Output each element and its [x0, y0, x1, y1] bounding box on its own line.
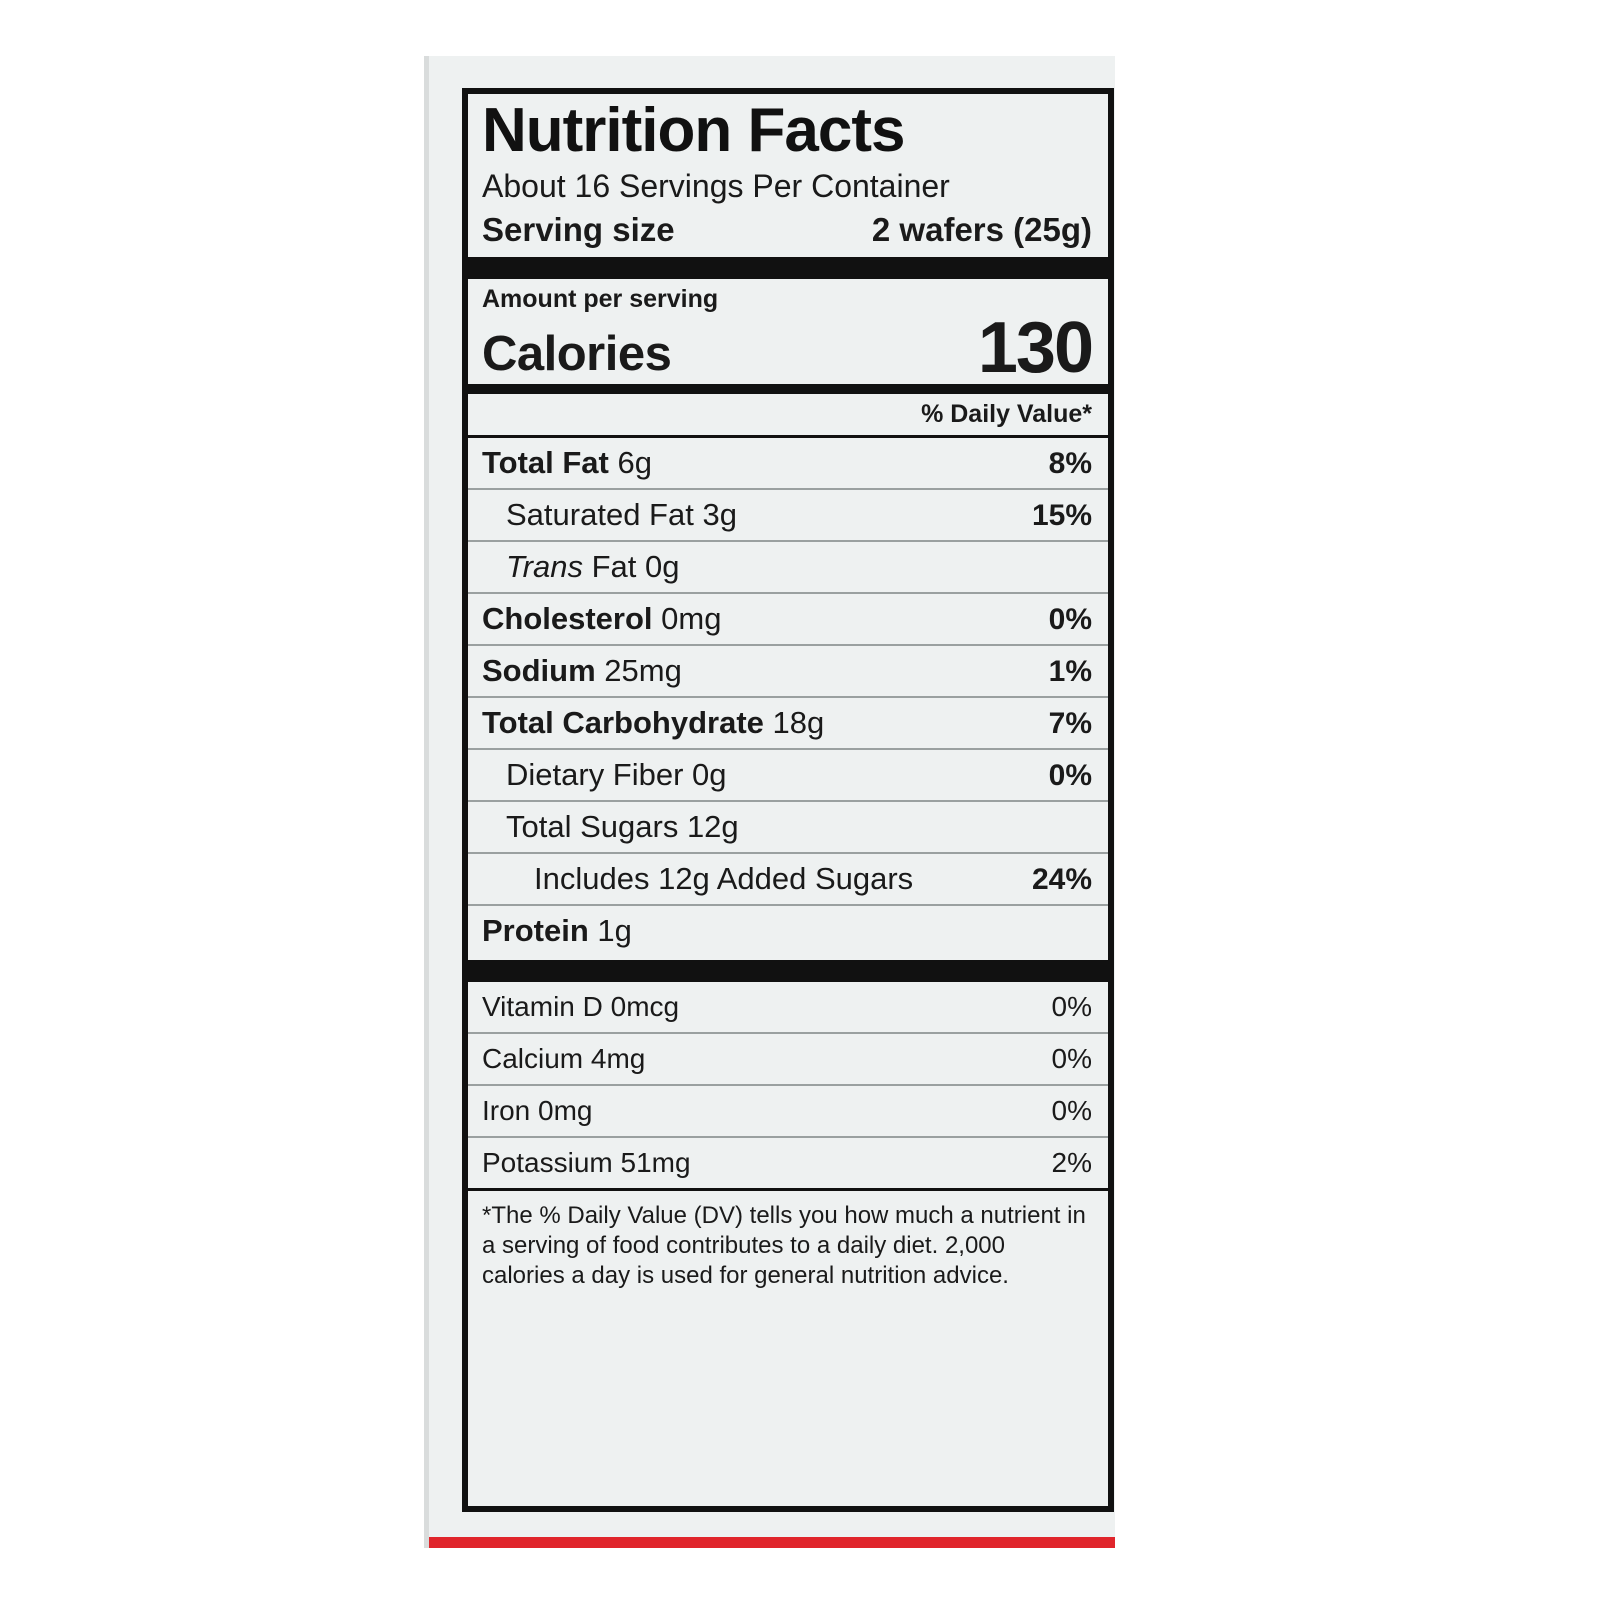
nutrient-row: Cholesterol 0mg 0%	[478, 594, 1098, 644]
nutrient-amount: 1g	[588, 913, 632, 949]
nutrient-name: Includes 12g Added Sugars	[534, 861, 914, 897]
vitamin-row: Vitamin D 0mcg 0%	[478, 982, 1098, 1032]
nutrient-name: Protein 1g	[482, 913, 632, 949]
panel-edge-shadow	[424, 56, 430, 1548]
calories-value: 130	[977, 308, 1094, 388]
vitamin-name: Iron 0mg	[482, 1095, 593, 1127]
serving-size-row: Serving size 2 wafers (25g)	[478, 205, 1098, 253]
nutrient-name: Total Carbohydrate 18g	[482, 705, 825, 741]
nutrient-name: Total Sugars 12g	[506, 809, 739, 845]
nutrient-amount: 0mg	[652, 601, 722, 637]
divider-medium-calories	[468, 384, 1108, 395]
nutrient-row: Dietary Fiber 0g 0%	[478, 750, 1098, 800]
nutrient-row: Includes 12g Added Sugars 24%	[478, 854, 1098, 904]
vitamin-daily-value: 0%	[1051, 1095, 1092, 1127]
nutrient-amount: 3g	[693, 497, 737, 533]
nutrient-list: Total Fat 6g 8% Saturated Fat 3g 15% Trans F…	[468, 438, 1108, 956]
nutrient-row: Protein 1g	[478, 906, 1098, 956]
vitamin-row: Calcium 4mg 0%	[478, 1034, 1098, 1084]
nutrient-row: Total Carbohydrate 18g 7%	[478, 698, 1098, 748]
nutrient-row: Total Sugars 12g	[478, 802, 1098, 852]
nutrient-row: Trans Fat 0g	[478, 542, 1098, 592]
package-red-strip	[429, 1537, 1115, 1548]
nutrient-amount: 18g	[763, 705, 825, 741]
nutrient-daily-value: 8%	[1048, 447, 1092, 481]
divider-thick-vitamins	[468, 960, 1108, 983]
nutrient-amount: 12g	[678, 809, 739, 845]
nutrition-facts-title: Nutrition Facts	[482, 96, 905, 165]
nutrient-name: Trans Fat 0g	[506, 549, 680, 585]
nutrient-row: Saturated Fat 3g 15%	[478, 490, 1098, 540]
calories-label: Calories	[482, 327, 672, 382]
vitamin-name: Potassium 51mg	[482, 1147, 691, 1179]
nutrient-daily-value: 24%	[1031, 863, 1092, 897]
servings-per-container: About 16 Servings Per Container	[482, 168, 950, 204]
nutrient-row: Sodium 25mg 1%	[478, 646, 1098, 696]
nutrient-row: Total Fat 6g 8%	[478, 438, 1098, 488]
row-divider	[468, 592, 1108, 595]
nutrient-name: Dietary Fiber 0g	[506, 757, 727, 793]
nutrient-name: Sodium 25mg	[482, 653, 682, 689]
nutrient-daily-value: 0%	[1048, 603, 1092, 637]
row-divider	[468, 488, 1108, 491]
nutrient-amount: 25mg	[595, 653, 682, 689]
divider-thin-dv	[468, 435, 1108, 439]
nutrient-amount: 0g	[683, 757, 727, 793]
divider-thin-footnote	[468, 1188, 1108, 1192]
divider-thick-top	[468, 257, 1108, 279]
nutrient-daily-value: 15%	[1031, 499, 1092, 533]
serving-size-value: 2 wafers (25g)	[871, 211, 1092, 248]
vitamin-daily-value: 0%	[1051, 1043, 1092, 1075]
nutrient-amount: 6g	[608, 445, 652, 481]
daily-value-header: % Daily Value*	[921, 400, 1092, 429]
nutrient-name: Saturated Fat 3g	[506, 497, 737, 533]
row-divider	[468, 1084, 1108, 1087]
calories-row: Calories 130	[478, 308, 1098, 388]
row-divider	[468, 696, 1108, 699]
nutrient-daily-value: 1%	[1048, 655, 1092, 689]
vitamin-daily-value: 0%	[1051, 991, 1092, 1023]
row-divider	[468, 644, 1108, 647]
row-divider	[468, 748, 1108, 751]
nutrient-amount: Fat 0g	[582, 549, 680, 585]
row-divider	[468, 800, 1108, 803]
row-divider	[468, 1136, 1108, 1139]
nutrition-facts-box: Nutrition Facts About 16 Servings Per Co…	[462, 88, 1114, 1512]
vitamin-row: Iron 0mg 0%	[478, 1086, 1098, 1136]
vitamin-list: Vitamin D 0mcg 0% Calcium 4mg 0% Iron 0mg 0% P…	[468, 982, 1108, 1188]
vitamin-name: Calcium 4mg	[482, 1043, 646, 1075]
nutrient-daily-value: 7%	[1048, 707, 1092, 741]
nutrient-name: Total Fat 6g	[482, 445, 652, 481]
row-divider	[468, 852, 1108, 855]
row-divider	[468, 904, 1108, 907]
amount-per-serving-label: Amount per serving	[482, 285, 719, 313]
vitamin-row: Potassium 51mg 2%	[478, 1138, 1098, 1188]
nutrient-name: Cholesterol 0mg	[482, 601, 722, 637]
row-divider	[468, 540, 1108, 543]
nutrient-daily-value: 0%	[1048, 759, 1092, 793]
daily-value-footnote: *The % Daily Value (DV) tells you how mu…	[482, 1202, 1086, 1290]
serving-size-label: Serving size	[482, 211, 675, 248]
row-divider	[468, 1032, 1108, 1035]
vitamin-name: Vitamin D 0mcg	[482, 991, 680, 1023]
vitamin-daily-value: 2%	[1051, 1147, 1092, 1179]
